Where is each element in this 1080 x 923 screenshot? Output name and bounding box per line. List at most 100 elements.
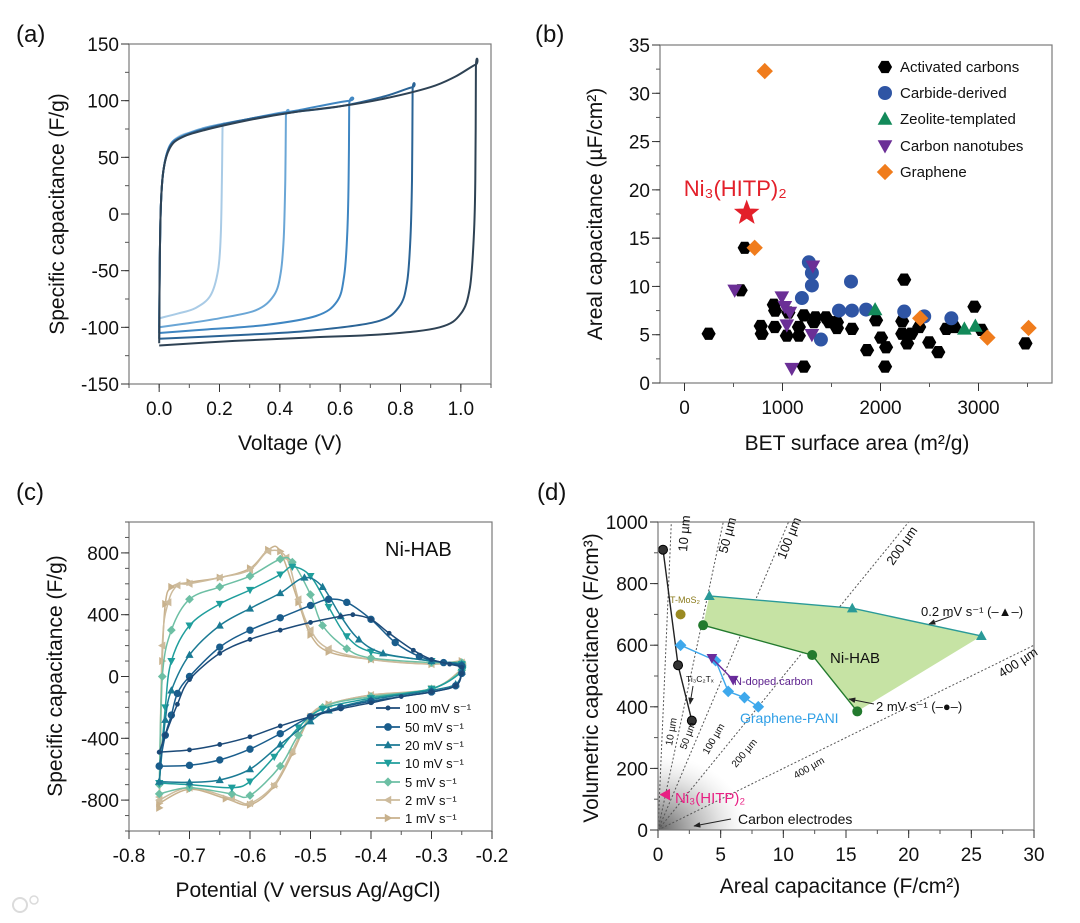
thickness-label: 10 µm (675, 515, 693, 553)
rate-0-2-label: 0.2 mV s⁻¹ (–▲–) (921, 604, 1023, 619)
cv-marker (324, 644, 332, 653)
y-tick-label: 800 (616, 575, 648, 596)
legend: 100 mV s⁻¹ 50 mV s⁻¹ 20 mV s⁻¹ 10 mV s⁻¹ 5 m… (376, 701, 472, 826)
cv-marker (269, 780, 278, 789)
data-point-ti-c-t- (658, 544, 669, 555)
cv-marker (155, 762, 163, 770)
cv-marker (185, 579, 193, 588)
y-tick-label: 0 (637, 821, 648, 842)
cv-marker (276, 571, 285, 579)
legend-marker (876, 163, 894, 181)
cv-marker (294, 724, 303, 732)
y-axis-label: Specific capacitance (F/g) (46, 93, 69, 335)
panel-a-axes: 0.0 0.2 0.4 0.6 0.8 1.0 150 100 50 0 -50 -100 -150 Vo… (46, 35, 492, 455)
y-tick-label: 400 (87, 606, 119, 627)
y-tick-label: -150 (81, 375, 119, 396)
scatter-point-activated-carbons (754, 327, 769, 340)
cv-marker (379, 649, 388, 657)
carbon-electrodes-region (658, 755, 748, 830)
scatter-point-graphene (746, 239, 763, 256)
cv-marker (215, 573, 223, 582)
x-tick-label: 5 (715, 845, 726, 866)
scatter-point-activated-carbons (796, 309, 811, 322)
scatter-point-zeolite-templated (867, 302, 883, 316)
scatter-point-carbide-derived (804, 278, 819, 293)
y-tick-label: 20 (629, 181, 650, 202)
legend-marker (383, 795, 392, 805)
cv-marker (185, 622, 194, 630)
cv-marker (245, 604, 255, 612)
thickness-line (658, 644, 1034, 830)
x-tick-label: 0.8 (387, 399, 413, 420)
y-tick-label: 15 (629, 229, 650, 250)
legend-label: 50 mV s⁻¹ (405, 720, 465, 735)
legend-marker (385, 705, 391, 711)
panel-label-a: (a) (16, 21, 45, 48)
scatter-point-carbon-nanotubes (774, 291, 790, 305)
legend-marker (384, 813, 393, 823)
cv-marker (217, 650, 223, 656)
legend-marker (877, 140, 893, 154)
y-tick-label: 0 (108, 668, 119, 689)
y-tick-label: 0 (639, 374, 650, 395)
cv-marker (366, 653, 376, 663)
x-tick-label: 25 (961, 845, 982, 866)
cv-marker (343, 598, 351, 607)
graphene-pani-label: Graphene-PANI (740, 710, 839, 726)
legend-marker (877, 60, 893, 74)
ti3c2tx-label: Ti₃C₂Tₓ (686, 674, 714, 684)
cv-marker (398, 694, 404, 700)
x-tick-label: -0.6 (234, 846, 267, 867)
cv-marker (338, 613, 344, 619)
arrow-icon (848, 697, 875, 705)
scatter-point-activated-carbons (796, 360, 811, 373)
x-tick-label: -0.4 (355, 846, 388, 867)
panel-b-points: Ni₃(HITP)₂ (684, 62, 1037, 377)
data-point-ni-hab-0-2-mv-s- (976, 630, 987, 641)
legend-label: Carbon nanotubes (900, 138, 1023, 155)
panel-d-axes: 0 5 10 15 20 25 30 0 200 400 600 800 1000 Areal capac… (580, 513, 1045, 898)
cv-marker (288, 563, 297, 572)
legend-label: 100 mV s⁻¹ (405, 701, 472, 716)
scatter-point-activated-carbons (922, 336, 937, 349)
y-tick-label: 50 (98, 148, 119, 169)
cv-marker (174, 701, 180, 707)
ni3-hitp2-label: Ni₃(HITP)₂ (684, 176, 787, 201)
panel-b-axes: 0 1000 2000 3000 0 5 10 15 20 25 30 35 BET surface a… (584, 36, 1053, 455)
cv-marker (217, 742, 223, 747)
cv-marker (338, 706, 344, 712)
cv-marker (187, 677, 192, 683)
cv-marker (245, 791, 255, 800)
cv-marker (215, 621, 224, 629)
y-axis-label: Specific capacitance (F/g) (44, 555, 67, 797)
cv-marker (167, 657, 176, 666)
scatter-point-activated-carbons (1018, 337, 1033, 350)
cv-marker (161, 715, 170, 723)
scatter-point-carbon-nanotubes (779, 319, 795, 333)
legend-label: 2 mV s⁻¹ (405, 793, 457, 808)
x-tick-label: -0.2 (476, 846, 509, 867)
scatter-point-carbide-derived (844, 303, 859, 318)
cv-marker (275, 554, 285, 564)
x-axis-label: BET surface area (m²/g) (745, 432, 970, 455)
cv-marker (410, 647, 416, 653)
cv-marker (294, 730, 303, 740)
cv-marker (318, 621, 327, 630)
x-tick-label: 0 (679, 398, 690, 419)
cv-marker (275, 761, 285, 771)
scatter-point-carbon-nanotubes (727, 284, 743, 298)
cv-marker (216, 756, 224, 764)
scatter-point-activated-carbons (869, 314, 884, 327)
cv-marker (187, 747, 192, 753)
legend-marker (384, 723, 392, 731)
scatter-point-activated-carbons (768, 304, 783, 317)
cv-marker (308, 620, 313, 625)
legend-marker (878, 86, 892, 100)
ni-hab-region (703, 595, 982, 712)
y-tick-label: -400 (81, 729, 119, 750)
scatter-point-activated-carbons (779, 329, 794, 342)
legend-label: Zeolite-templated (900, 111, 1016, 128)
cv-marker (164, 598, 172, 607)
cv-marker (167, 686, 176, 694)
y-tick-label: 600 (616, 636, 648, 657)
